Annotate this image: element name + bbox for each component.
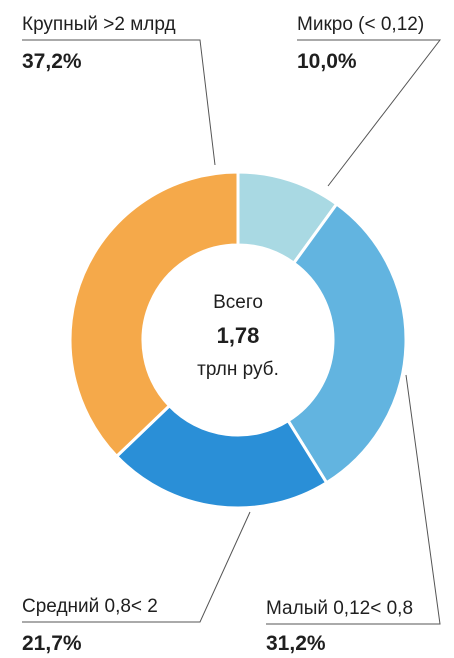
label-sredny-name: Средний 0,8< 2 <box>22 596 158 617</box>
leader-lines <box>22 39 442 625</box>
slice-maly <box>286 201 408 485</box>
slice-krupny <box>68 170 240 459</box>
leader-line-krupny <box>22 39 216 166</box>
donut-slices <box>68 170 408 510</box>
center-unit: трлн руб. <box>197 359 279 380</box>
label-sredny-pct: 21,7% <box>22 632 82 655</box>
leader-line-mikro <box>297 39 442 187</box>
leader-line-maly <box>266 374 441 625</box>
label-krupny-pct: 37,2% <box>22 50 82 73</box>
center-caption: Всего <box>213 292 263 313</box>
leader-line-sredny <box>22 511 251 623</box>
label-mikro-name: Микро (< 0,12) <box>297 14 424 35</box>
slice-sredny <box>114 403 329 510</box>
label-krupny-name: Крупный >2 млрд <box>22 14 176 35</box>
center-total-value: 1,78 <box>217 323 260 348</box>
label-maly-pct: 31,2% <box>266 632 326 655</box>
label-mikro-pct: 10,0% <box>297 50 357 73</box>
label-maly-name: Малый 0,12< 0,8 <box>266 598 413 619</box>
